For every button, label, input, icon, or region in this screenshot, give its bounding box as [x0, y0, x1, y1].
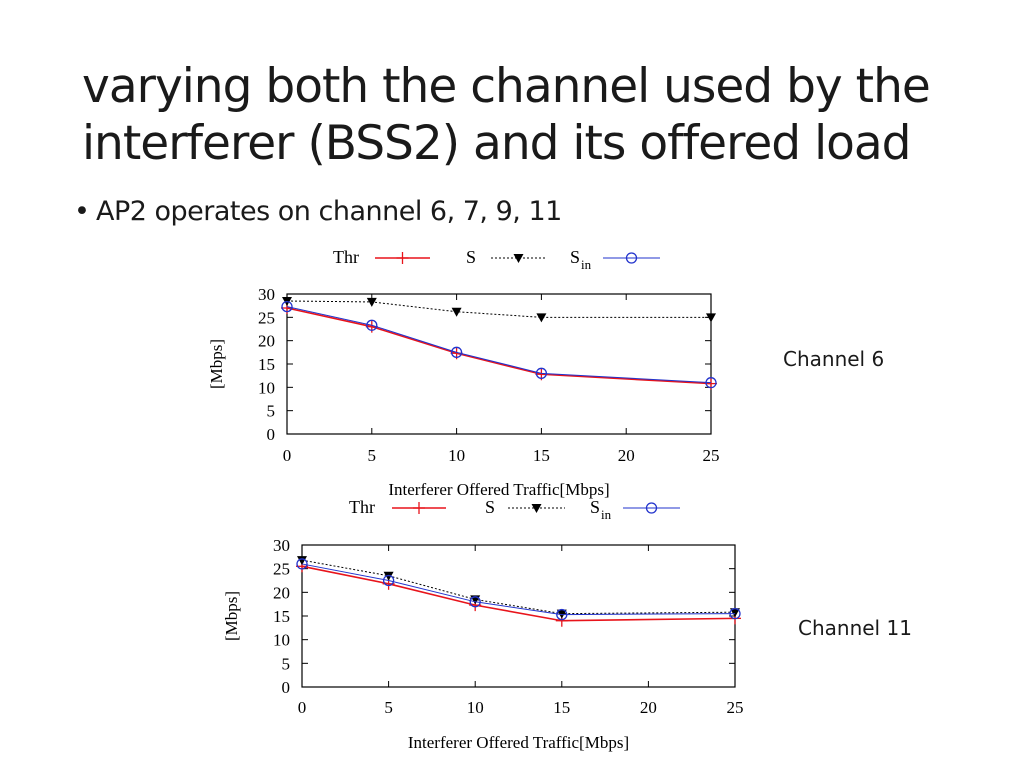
chart-1-series-2-point — [706, 313, 716, 323]
slide-title: varying both the channel used by the int… — [82, 58, 982, 172]
chart-1-x-tick-label: 5 — [368, 446, 377, 465]
chart-2-y-axis-label: [Mbps] — [222, 591, 241, 641]
chart-1-x-tick-label: 20 — [618, 446, 635, 465]
chart-1-series-2-point — [536, 313, 547, 323]
chart-1-y-tick-label: 15 — [258, 355, 275, 374]
chart-2-y-tick-label: 10 — [273, 631, 290, 650]
chart-1-y-tick-label: 10 — [258, 378, 275, 397]
chart-2-legend-label-2: S — [485, 497, 495, 517]
chart-2-series-3-point — [729, 607, 741, 620]
chart-1-series-2-point — [451, 307, 462, 317]
chart-2-y-tick-label: 20 — [273, 583, 290, 602]
chart-1-series-3-line — [286, 306, 712, 384]
bullet-item: • AP2 operates on channel 6, 7, 9, 11 — [74, 196, 562, 227]
chart-1-y-tick-label: 30 — [258, 285, 275, 304]
chart-2-side-label: Channel 11 — [798, 616, 912, 640]
chart-2-series-2-line — [301, 559, 736, 615]
chart-1-legend-label-2: S — [466, 247, 476, 267]
chart-2-legend-subscript: in — [601, 507, 612, 522]
chart-2-series-3-point — [556, 608, 568, 621]
chart-1-series-3-point — [366, 319, 378, 331]
chart-1-y-tick-label: 0 — [267, 425, 276, 444]
chart-2-x-tick-label: 15 — [553, 698, 570, 717]
chart-2-series-2-point — [730, 608, 740, 618]
chart-2-series-3-point — [469, 596, 481, 608]
chart-1-series-3-point — [450, 346, 463, 358]
chart-1-y-tick-label: 25 — [258, 308, 275, 327]
chart-1-legend-marker-2 — [513, 254, 524, 263]
chart-2-x-tick-label: 0 — [298, 698, 307, 717]
chart-2-y-tick-label: 25 — [273, 560, 290, 579]
chart-2-x-tick-label: 5 — [384, 698, 393, 717]
chart-2-series-2-point — [383, 571, 394, 581]
chart-2-series-3-point — [296, 558, 308, 570]
chart-1-legend-subscript: in — [581, 257, 592, 272]
chart-1-x-tick-label: 15 — [533, 446, 550, 465]
chart-1-series-2-point — [366, 297, 377, 307]
chart-1-x-tick-label: 10 — [448, 446, 465, 465]
chart-1-y-tick-label: 20 — [258, 332, 275, 351]
chart-1-series-3-point — [281, 300, 293, 313]
chart-2-x-tick-label: 20 — [640, 698, 657, 717]
chart-2-legend-label-1: Thr — [349, 497, 375, 517]
chart-2-series-2-point — [297, 556, 307, 566]
chart-1-series-3-point — [705, 377, 717, 389]
chart-1-legend-marker-3 — [625, 252, 638, 264]
chart-1-legend-label-1: Thr — [333, 247, 359, 267]
chart-1-side-label: Channel 6 — [783, 347, 885, 371]
bullet-text: AP2 operates on channel 6, 7, 9, 11 — [96, 196, 562, 227]
bullet-dot-icon: • — [74, 196, 90, 227]
chart-1-y-tick-label: 5 — [267, 402, 276, 421]
chart-1-series-3-point — [535, 367, 548, 379]
chart-1-x-axis-label: Interferer Offered Traffic[Mbps] — [388, 480, 609, 499]
chart-2-y-tick-label: 5 — [282, 654, 291, 673]
chart-2-y-tick-label: 0 — [282, 678, 291, 697]
slide-title-line-1: varying both the channel used by the — [82, 59, 931, 114]
chart-2-legend-label-3: S — [590, 497, 600, 517]
chart-2-series-3-point — [382, 574, 395, 587]
chart-1-series-2-line — [286, 300, 711, 318]
chart-1-y-axis-label: [Mbps] — [207, 339, 226, 389]
chart-1-x-tick-label: 0 — [283, 446, 292, 465]
chart-2-series-3-line — [301, 563, 736, 616]
chart-2-legend-marker-2 — [531, 504, 542, 513]
chart-1-x-tick-label: 25 — [703, 446, 720, 465]
chart-1-legend-label-3: S — [570, 247, 580, 267]
slide-title-line-2: interferer (BSS2) and its offered load — [82, 116, 912, 171]
chart-2-y-tick-label: 30 — [273, 536, 290, 555]
chart-2-x-tick-label: 10 — [467, 698, 484, 717]
chart-2-x-axis-label: Interferer Offered Traffic[Mbps] — [408, 733, 629, 752]
chart-2-legend-marker-3 — [645, 502, 658, 514]
chart-2-y-tick-label: 15 — [273, 607, 290, 626]
chart-2-x-tick-label: 25 — [727, 698, 744, 717]
chart-2-plot-frame — [301, 544, 736, 688]
